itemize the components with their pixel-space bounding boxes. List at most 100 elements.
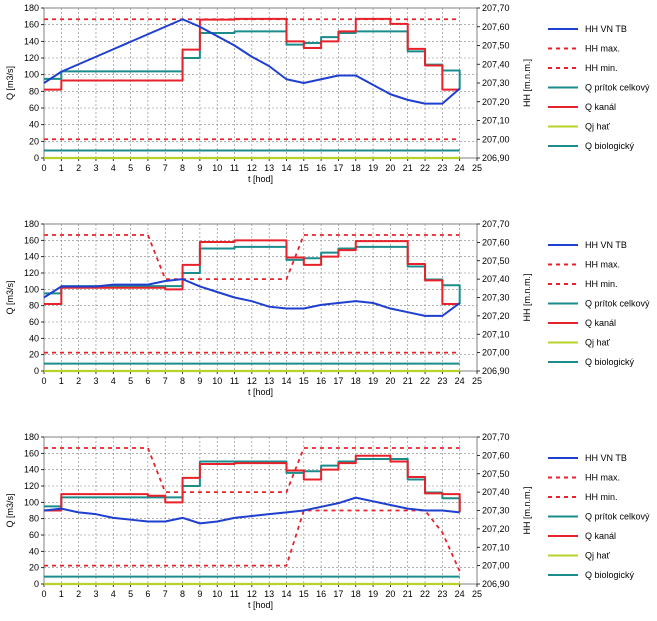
x-tick-label: 11 bbox=[230, 163, 239, 173]
y2-tick-label: 207,30 bbox=[482, 293, 510, 303]
x-tick-label: 2 bbox=[76, 589, 81, 599]
legend-label-q-pritok: Q prítok celkový bbox=[585, 83, 650, 93]
y2-tick-label: 207,00 bbox=[482, 134, 510, 144]
x-tick-label: 10 bbox=[212, 163, 222, 173]
series-hh-vn-tb bbox=[43, 278, 461, 317]
x-tick-label: 2 bbox=[76, 163, 81, 173]
y2-tick-label: 207,20 bbox=[482, 97, 510, 107]
y2-tick-label: 207,70 bbox=[482, 3, 510, 13]
y-tick-label: 100 bbox=[24, 497, 39, 507]
legend-label-q-kanal: Q kanál bbox=[585, 318, 616, 328]
y-tick-label: 80 bbox=[29, 514, 39, 524]
y-tick-label: 0 bbox=[34, 153, 39, 163]
x-tick-label: 22 bbox=[420, 163, 430, 173]
x-tick-label: 24 bbox=[455, 163, 465, 173]
x-tick-label: 16 bbox=[316, 589, 326, 599]
x-tick-label: 0 bbox=[41, 376, 46, 386]
y-axis-label: Q [m3/s] bbox=[5, 493, 15, 527]
legend-label-hh-min: HH min. bbox=[585, 279, 618, 289]
x-tick-label: 21 bbox=[403, 376, 413, 386]
x-tick-label: 24 bbox=[455, 376, 465, 386]
x-tick-label: 9 bbox=[197, 589, 202, 599]
x-tick-label: 0 bbox=[41, 589, 46, 599]
series-q-kanal bbox=[44, 454, 461, 513]
x-tick-label: 1 bbox=[59, 376, 64, 386]
x-tick-label: 1 bbox=[59, 589, 64, 599]
legend-label-q-kanal: Q kanál bbox=[585, 531, 616, 541]
x-tick-label: 8 bbox=[180, 376, 185, 386]
x-tick-label: 3 bbox=[93, 589, 98, 599]
x-tick-label: 5 bbox=[128, 376, 133, 386]
y-tick-label: 80 bbox=[29, 86, 39, 96]
legend-label-hh-vn-tb: HH VN TB bbox=[585, 24, 627, 34]
legend-label-hh-max: HH max. bbox=[585, 260, 620, 270]
x-tick-label: 14 bbox=[281, 589, 291, 599]
legend-label-qj-hat: Qj hať bbox=[585, 122, 611, 132]
y-axis-label: Q [m3/s] bbox=[5, 280, 15, 314]
x-tick-label: 15 bbox=[299, 589, 309, 599]
x-tick-label: 15 bbox=[299, 163, 309, 173]
x-tick-label: 10 bbox=[212, 589, 222, 599]
y2-axis-label: HH [m.n.m.] bbox=[522, 486, 532, 534]
legend-label-q-bio: Q biologický bbox=[585, 357, 635, 367]
x-tick-label: 18 bbox=[351, 589, 361, 599]
legend-label-qj-hat: Qj hať bbox=[585, 551, 611, 561]
y-tick-label: 100 bbox=[24, 70, 39, 80]
x-tick-label: 20 bbox=[385, 376, 395, 386]
y2-tick-label: 207,50 bbox=[482, 469, 510, 479]
y-tick-label: 180 bbox=[24, 219, 39, 229]
series-hh-vn-tb bbox=[43, 496, 460, 525]
x-tick-label: 22 bbox=[420, 589, 430, 599]
x-tick-label: 8 bbox=[180, 163, 185, 173]
x-tick-label: 3 bbox=[93, 163, 98, 173]
y2-tick-label: 207,40 bbox=[482, 487, 510, 497]
y2-tick-label: 207,50 bbox=[482, 256, 510, 266]
series-hh-vn-tb bbox=[43, 18, 461, 105]
x-tick-label: 7 bbox=[163, 163, 168, 173]
y2-tick-label: 207,70 bbox=[482, 219, 510, 229]
x-tick-label: 14 bbox=[281, 163, 291, 173]
legend-label-hh-min: HH min. bbox=[585, 63, 618, 73]
legend: HH VN TB HH max. HH min. Q prítok celkový Q … bbox=[548, 453, 650, 580]
y2-axis-label: HH [m.n.m.] bbox=[522, 273, 532, 321]
x-tick-label: 17 bbox=[333, 589, 343, 599]
x-tick-label: 3 bbox=[93, 376, 98, 386]
legend-label-hh-max: HH max. bbox=[585, 44, 620, 54]
x-tick-label: 16 bbox=[316, 376, 326, 386]
chart-panel-1: 0 1 2 3 4 5 6 7 8 9 10 11 12 13 14 15 16 17 18 19 20 21 22 23 24… bbox=[5, 3, 650, 184]
series-q-kanal bbox=[44, 17, 460, 91]
y-tick-label: 180 bbox=[24, 3, 39, 13]
x-tick-label: 13 bbox=[264, 163, 274, 173]
y-tick-label: 140 bbox=[24, 465, 39, 475]
x-tick-label: 20 bbox=[385, 163, 395, 173]
x-tick-label: 6 bbox=[145, 589, 150, 599]
x-tick-label: 25 bbox=[472, 376, 482, 386]
x-tick-label: 6 bbox=[145, 163, 150, 173]
x-tick-label: 7 bbox=[163, 376, 168, 386]
x-tick-label: 13 bbox=[264, 589, 274, 599]
x-tick-label: 22 bbox=[420, 376, 430, 386]
x-tick-label: 24 bbox=[455, 589, 465, 599]
y2-tick-label: 206,90 bbox=[482, 366, 510, 376]
plot-area bbox=[43, 7, 478, 159]
y-tick-label: 80 bbox=[29, 301, 39, 311]
y2-tick-label: 206,90 bbox=[482, 579, 510, 589]
x-tick-label: 0 bbox=[41, 163, 46, 173]
y2-tick-label: 207,70 bbox=[482, 432, 510, 442]
y-tick-label: 140 bbox=[24, 252, 39, 262]
x-tick-label: 11 bbox=[230, 376, 239, 386]
y-tick-label: 160 bbox=[24, 20, 39, 30]
x-tick-label: 25 bbox=[472, 589, 482, 599]
x-tick-label: 8 bbox=[180, 589, 185, 599]
y2-axis-label: HH [m.n.m.] bbox=[522, 59, 532, 107]
x-tick-label: 13 bbox=[264, 376, 274, 386]
x-tick-label: 21 bbox=[403, 589, 413, 599]
y2-tick-label: 207,60 bbox=[482, 22, 510, 32]
y-tick-label: 140 bbox=[24, 36, 39, 46]
x-tick-label: 12 bbox=[247, 163, 257, 173]
y2-tick-label: 207,20 bbox=[482, 524, 510, 534]
x-tick-label: 4 bbox=[111, 163, 116, 173]
x-tick-label: 23 bbox=[437, 163, 447, 173]
